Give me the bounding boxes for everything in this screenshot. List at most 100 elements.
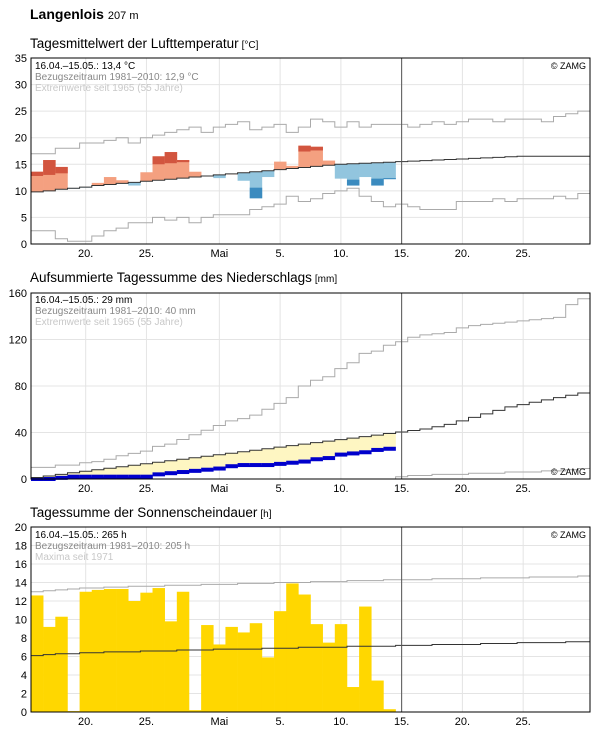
sun-bar — [152, 588, 165, 712]
precip-deficit-area — [164, 460, 178, 474]
precip-accumulated-segment — [237, 463, 251, 468]
temp-anomaly-bar-warm — [31, 171, 44, 192]
precip-accumulated-segment — [310, 457, 323, 462]
temp-info-line: 16.04.–15.05.: 13,4 °C — [35, 61, 135, 72]
sun-x-tick-label: 20. — [455, 716, 470, 728]
precip-x-tick-label: Mai — [210, 483, 228, 495]
precip-deficit-area — [261, 448, 275, 466]
precip-deficit-area — [188, 457, 202, 471]
sun-bar — [213, 644, 226, 712]
temp-anomaly-bar-cold — [213, 174, 226, 179]
temp-extreme-min-line — [31, 187, 590, 242]
precip-accumulated-segment — [359, 450, 372, 455]
precip-deficit-area — [201, 456, 214, 470]
temp-y-tick-label: 10 — [15, 186, 27, 198]
sun-bar — [103, 588, 117, 712]
sun-info-line: Maxima seit 1971 — [35, 552, 114, 563]
temp-anomaly-bar-cold — [128, 182, 141, 186]
precip-deficit-area — [128, 465, 141, 477]
precip-y-tick-label: 0 — [21, 474, 27, 486]
precip-info-line: 16.04.–15.05.: 29 mm — [35, 295, 132, 306]
sun-bar — [249, 623, 263, 712]
sun-x-tick-label: 15. — [394, 716, 409, 728]
sun-bar — [91, 589, 105, 712]
precip-deficit-area — [359, 436, 372, 453]
temp-x-tick-label: 25. — [139, 248, 154, 260]
precip-accumulated-segment — [213, 466, 226, 471]
temp-anomaly-extreme-warm — [164, 152, 178, 164]
sun-y-tick-label: 16 — [15, 559, 27, 571]
precip-copyright: © ZAMG — [551, 467, 586, 477]
sun-bar — [237, 632, 251, 712]
sunshine-unit: [h] — [260, 509, 272, 520]
precip-x-tick-label: 25. — [139, 483, 154, 495]
precip-x-tick-label: 20. — [455, 483, 470, 495]
precip-deficit-area — [152, 462, 165, 475]
precip-deficit-area — [140, 463, 153, 477]
precip-extreme-max-line — [31, 298, 590, 468]
precip-accumulated-segment — [383, 446, 396, 451]
precip-accumulated-segment — [55, 475, 68, 480]
precip-deficit-area — [383, 433, 396, 449]
sun-bar — [261, 657, 275, 712]
temp-x-tick-label: 10. — [333, 248, 348, 260]
temperature-unit: [°C] — [241, 40, 259, 51]
sun-bar — [31, 595, 44, 712]
sun-bar — [201, 625, 214, 712]
precip-deficit-area — [116, 466, 129, 477]
sun-bar — [55, 616, 68, 712]
sun-bar — [322, 642, 336, 712]
temp-anomaly-bar-cold — [334, 164, 348, 179]
precip-deficit-area — [249, 450, 263, 466]
temp-anomaly-bar-warm — [91, 182, 105, 186]
temp-anomaly-extreme-warm — [176, 160, 190, 163]
station-header: Langenlois 207 m — [30, 6, 138, 22]
temp-y-tick-label: 20 — [15, 133, 27, 145]
sunshine-chart-title: Tagessumme der Sonnenscheindauer [h] — [30, 505, 272, 520]
sun-bar — [383, 709, 396, 712]
temp-anomaly-bar-warm — [103, 177, 117, 185]
precip-accumulated-segment — [322, 456, 336, 461]
precip-x-tick-label: 5. — [276, 483, 285, 495]
sun-maxima-line — [31, 575, 590, 593]
precip-deficit-area — [91, 469, 105, 477]
temp-extreme-max-line — [31, 110, 590, 155]
precip-y-tick-label: 160 — [9, 288, 27, 300]
precip-accumulated-segment — [128, 474, 141, 479]
sun-reference-line — [31, 641, 590, 657]
precip-deficit-area — [103, 468, 117, 477]
temp-x-tick-label: Mai — [210, 248, 228, 260]
sun-x-tick-label: 5. — [276, 716, 285, 728]
sun-y-tick-label: 18 — [15, 541, 27, 553]
sun-bar — [140, 592, 153, 712]
temp-anomaly-bar-warm — [322, 160, 336, 166]
precip-accumulated-segment — [274, 461, 287, 466]
precip-y-tick-label: 40 — [15, 428, 27, 440]
precip-accumulated-segment — [67, 474, 80, 479]
precip-deficit-area — [310, 442, 323, 460]
temp-anomaly-extreme-warm — [310, 146, 323, 151]
precip-accumulated-segment — [261, 463, 275, 468]
precip-x-tick-label: 20. — [78, 483, 93, 495]
temp-copyright: © ZAMG — [551, 61, 586, 71]
precip-info-line: Extremwerte seit 1965 (55 Jahre) — [35, 317, 183, 328]
temp-anomaly-bar-warm — [188, 171, 202, 178]
temp-anomaly-extreme-warm — [31, 171, 44, 176]
temp-anomaly-bar-cold — [359, 163, 372, 178]
precip-deficit-area — [371, 435, 384, 450]
temp-anomaly-bar-cold — [237, 172, 251, 181]
temp-anomaly-bar-warm — [286, 165, 299, 169]
precip-accumulated-segment — [298, 459, 311, 464]
sun-x-tick-label: 10. — [333, 716, 348, 728]
sun-bar — [334, 624, 348, 712]
precip-deficit-area — [225, 453, 238, 467]
precipitation-unit: [mm] — [314, 274, 338, 285]
precip-accumulated-segment — [286, 460, 299, 465]
sun-info-line: Bezugszeitraum 1981–2010: 205 h — [35, 541, 190, 552]
precip-deficit-area — [298, 444, 311, 462]
precip-deficit-area — [346, 438, 360, 454]
sun-y-tick-label: 0 — [21, 707, 27, 719]
sun-y-tick-label: 6 — [21, 652, 27, 664]
